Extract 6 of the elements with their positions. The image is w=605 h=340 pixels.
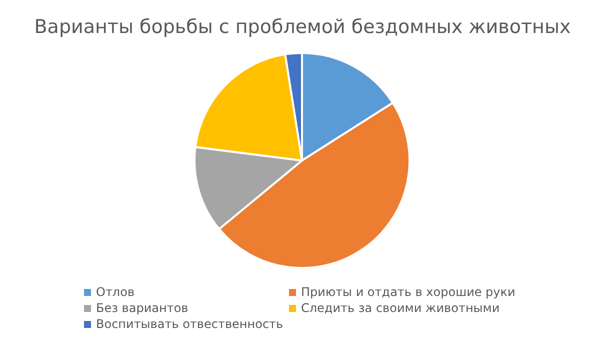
legend-label: Без вариантов — [96, 301, 188, 315]
legend-label: Следить за своими животными — [301, 301, 500, 315]
legend-label: Воспитывать отвественность — [96, 317, 284, 331]
legend-label: Отлов — [96, 285, 135, 299]
legend-label: Приюты и отдать в хорошие руки — [301, 285, 516, 299]
chart-title: Варианты борьбы с проблемой бездомных животных — [33, 16, 572, 38]
